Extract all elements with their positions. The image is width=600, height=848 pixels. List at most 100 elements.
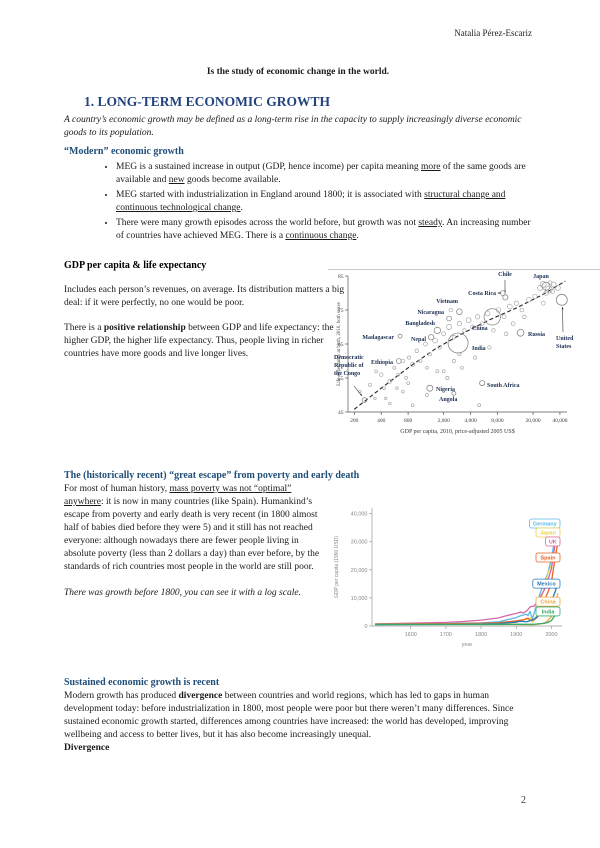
- great-escape-heading: The (historically recent) “great escape”…: [64, 470, 360, 481]
- svg-text:1600: 1600: [405, 632, 417, 638]
- svg-text:400: 400: [377, 418, 386, 424]
- svg-text:85: 85: [338, 274, 344, 280]
- bullet-text: .: [240, 203, 243, 213]
- svg-text:Life expectancy at birth, 2010: Life expectancy at birth, 2010, both sex…: [337, 302, 342, 386]
- svg-text:year: year: [462, 642, 473, 648]
- svg-text:Nicaragua: Nicaragua: [417, 310, 444, 316]
- svg-text:Nigeria: Nigeria: [436, 387, 455, 393]
- bullet-text-underlined: structural change and continuous technol…: [116, 190, 506, 213]
- svg-text:30,000: 30,000: [351, 540, 368, 546]
- gdp-life-heading: GDP per capita & life expectancy: [64, 260, 207, 271]
- svg-text:40,000: 40,000: [351, 512, 368, 518]
- paragraph-text: For most of human history,: [64, 484, 170, 494]
- bullet-text: of the same goods are available and: [116, 162, 526, 185]
- paragraph-text: There is a: [64, 323, 104, 333]
- svg-text:2000: 2000: [545, 632, 557, 638]
- svg-text:Mexico: Mexico: [537, 582, 556, 588]
- page-content: Natalia Pérez-Escariz Is the study of ec…: [64, 0, 532, 755]
- bullet-text-underlined: new: [168, 175, 185, 185]
- svg-text:4,000: 4,000: [464, 418, 477, 424]
- paragraph-text-bold: divergence: [178, 691, 223, 701]
- svg-text:20,000: 20,000: [525, 418, 540, 424]
- paragraph-text-bold: positive relationship: [103, 323, 186, 333]
- svg-text:Japan: Japan: [533, 274, 549, 280]
- svg-text:Nepal: Nepal: [411, 337, 426, 343]
- svg-text:Republic of: Republic of: [334, 363, 365, 369]
- bullet-text-underlined: steady: [418, 218, 442, 228]
- svg-text:0: 0: [364, 624, 367, 630]
- svg-text:GDP per capita, 2010, price-ad: GDP per capita, 2010, price-adjusted 200…: [400, 428, 514, 435]
- header-author: Natalia Pérez-Escariz: [454, 28, 532, 38]
- svg-text:Ethiopia: Ethiopia: [371, 360, 393, 366]
- svg-text:China: China: [472, 326, 488, 332]
- svg-text:India: India: [472, 346, 486, 352]
- svg-text:the Congo: the Congo: [334, 371, 360, 377]
- bullet-text: goods become available.: [184, 175, 281, 185]
- svg-text:1700: 1700: [440, 632, 452, 638]
- bullet-text: MEG started with industrialization in En…: [116, 190, 425, 200]
- svg-text:800: 800: [404, 418, 413, 424]
- svg-text:United: United: [556, 336, 574, 342]
- bullet-text-underlined: continuous change: [285, 231, 357, 241]
- bullet-text: . An increasing number of countries have…: [116, 218, 531, 241]
- section-1-heading: 1. LONG-TERM ECONOMIC GROWTH: [84, 94, 331, 109]
- great-escape-paragraph: For most of human history, mass poverty …: [64, 483, 532, 574]
- svg-text:10,000: 10,000: [351, 596, 368, 602]
- svg-text:2,000: 2,000: [437, 418, 450, 424]
- svg-text:GDP per capita (1990 USD): GDP per capita (1990 USD): [334, 536, 340, 598]
- svg-text:Japan: Japan: [540, 531, 557, 537]
- paragraph-text-underlined: mass poverty was not “optimal” anywhere: [64, 484, 292, 507]
- paragraph-text: between GDP and life expectancy: the hig…: [64, 323, 334, 359]
- svg-text:Costa Rica: Costa Rica: [468, 291, 496, 297]
- paragraph-text: between countries and world regions, whi…: [64, 691, 514, 740]
- svg-text:South Africa: South Africa: [487, 383, 520, 389]
- log-scale-note: There was growth before 1800, you can se…: [64, 588, 301, 598]
- svg-text:Vietnam: Vietnam: [436, 299, 458, 305]
- svg-text:India: India: [542, 609, 556, 615]
- svg-text:40,000: 40,000: [552, 418, 567, 424]
- modern-growth-heading: “Modern” economic growth: [64, 146, 184, 157]
- bullet-text: There were many growth episodes across t…: [116, 218, 419, 228]
- intro-line: Is the study of economic change in the w…: [206, 67, 390, 77]
- bullet-text: MEG is a sustained increase in output (G…: [116, 162, 421, 172]
- bullet-item: MEG is a sustained increase in output (G…: [116, 161, 532, 187]
- svg-text:Spain: Spain: [541, 556, 557, 562]
- svg-text:8,000: 8,000: [491, 418, 504, 424]
- svg-text:200: 200: [350, 418, 359, 424]
- paragraph-text: : it is now in many countries (like Spai…: [64, 497, 320, 572]
- great-escape-section: The (historically recent) “great escape”…: [64, 469, 532, 667]
- svg-text:Democratic: Democratic: [334, 355, 364, 361]
- paragraph-text: Modern growth has produced: [64, 691, 179, 701]
- bullet-text-underlined: more: [420, 162, 441, 172]
- svg-text:55: 55: [338, 376, 344, 382]
- sustained-growth-paragraph: Modern growth has produced divergence be…: [64, 690, 532, 742]
- svg-text:75: 75: [338, 308, 344, 314]
- gdp-life-text-column: Includes each person’s revenues, on aver…: [64, 284, 356, 361]
- svg-text:China: China: [540, 600, 556, 606]
- svg-text:1900: 1900: [510, 632, 522, 638]
- svg-text:Bangladesh: Bangladesh: [405, 321, 435, 327]
- gdp-life-paragraph-2: There is a positive relationship between…: [64, 322, 356, 361]
- line-chart: 0 10,000 20,000 30,000 40,000 1600 1700 1800 190…: [334, 508, 562, 648]
- svg-text:Germany: Germany: [533, 522, 558, 528]
- svg-text:Russia: Russia: [528, 332, 545, 338]
- bullet-text: .: [356, 231, 359, 241]
- gdp-life-paragraph-1: Includes each person’s revenues, on aver…: [64, 285, 345, 308]
- page-number: 2: [521, 795, 526, 806]
- gdp-life-expectancy-section: GDP per capita & life expectancy Include…: [64, 259, 532, 464]
- sustained-growth-heading: Sustained economic growth is recent: [64, 677, 220, 688]
- svg-text:65: 65: [338, 342, 344, 348]
- svg-text:UK: UK: [549, 539, 557, 545]
- figure-top-border: [328, 269, 600, 270]
- sustained-growth-section: Sustained economic growth is recent Mode…: [64, 667, 532, 755]
- svg-text:45: 45: [338, 410, 344, 416]
- svg-text:1800: 1800: [475, 632, 487, 638]
- bullet-item: There were many growth episodes across t…: [116, 217, 532, 243]
- definition-paragraph: A country’s economic growth may be defin…: [64, 115, 522, 138]
- scatter-chart: 45 55 65 75 85 200 400 800 2,000 4,000 8,000 20,000…: [334, 272, 574, 435]
- svg-text:20,000: 20,000: [351, 568, 368, 574]
- divergence-label: Divergence: [64, 743, 110, 753]
- svg-text:Madagascar: Madagascar: [362, 335, 394, 341]
- modern-growth-bullet-list: MEG is a sustained increase in output (G…: [64, 161, 532, 243]
